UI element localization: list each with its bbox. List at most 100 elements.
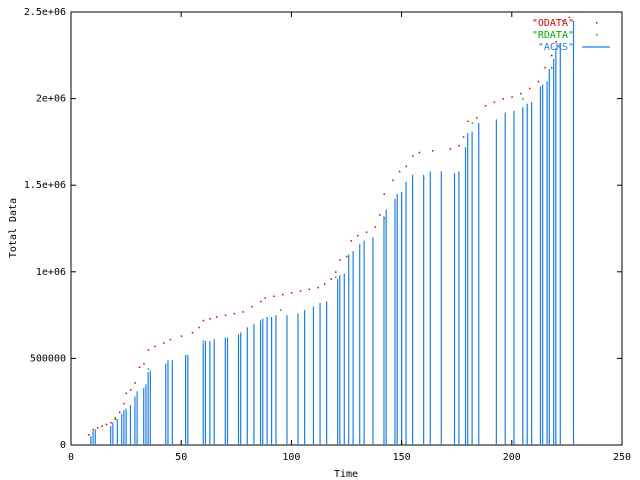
data-point: [449, 148, 452, 150]
data-point: [398, 170, 401, 173]
x-tick-label: 150: [393, 452, 411, 463]
data-point: [458, 144, 460, 147]
data-point: [114, 418, 117, 421]
data-point: [575, 11, 577, 13]
data-point: [323, 283, 326, 285]
x-tick-label: 100: [282, 452, 300, 463]
axis-ticks: 0 50 100 150 200 250 0 500000 1e+06 1.5e+06 2e+06 2…: [24, 7, 631, 463]
data-point: [392, 179, 394, 182]
data-point: [260, 300, 262, 303]
data-point: [147, 368, 150, 370]
data-point: [88, 434, 90, 436]
data-point: [383, 193, 385, 195]
legend-swatch: [596, 22, 598, 24]
data-point: [339, 259, 341, 261]
y-tick-label: 2e+06: [36, 94, 66, 105]
legend-label: "ACKS": [538, 42, 574, 53]
data-point: [163, 342, 165, 344]
legend-swatch: [596, 34, 598, 36]
series-2: [90, 20, 575, 445]
data-point: [365, 231, 368, 233]
data-point: [202, 319, 205, 322]
data-point: [105, 423, 108, 426]
data-point: [209, 318, 211, 320]
data-point: [374, 226, 377, 228]
data-point: [462, 136, 465, 138]
data-point: [123, 402, 125, 405]
y-tick-label: 2.5e+06: [24, 7, 66, 18]
data-point: [251, 305, 253, 308]
data-point: [282, 293, 284, 296]
data-point: [198, 326, 200, 329]
data-point: [118, 411, 121, 414]
data-point: [147, 349, 150, 351]
data-point: [431, 150, 434, 152]
data-point: [550, 54, 553, 57]
y-tick-label: 1.5e+06: [24, 180, 66, 191]
data-point: [346, 255, 348, 258]
data-point: [493, 101, 496, 104]
data-point: [418, 151, 421, 154]
data-point: [476, 117, 478, 119]
data-point: [130, 389, 132, 391]
data-point: [125, 392, 128, 395]
data-point: [224, 314, 227, 317]
data-point: [290, 292, 293, 294]
data-point: [537, 80, 540, 83]
data-point: [154, 345, 156, 348]
data-point: [334, 276, 337, 278]
data-point: [379, 214, 381, 216]
data-point: [502, 98, 504, 100]
data-point: [215, 316, 218, 318]
y-tick-label: 0: [60, 440, 66, 451]
data-point: [264, 297, 266, 299]
data-point: [114, 416, 117, 419]
data-point: [308, 288, 311, 291]
data-point: [101, 425, 103, 427]
x-tick-label: 50: [175, 452, 187, 463]
data-point: [357, 234, 359, 237]
data-point: [405, 165, 408, 168]
data-point: [92, 428, 95, 431]
x-tick-label: 250: [613, 452, 631, 463]
data-point: [511, 96, 513, 98]
data-point: [191, 331, 194, 334]
data-point: [528, 87, 531, 90]
data-point: [561, 20, 564, 22]
data-point: [110, 421, 112, 424]
data-point: [550, 66, 553, 69]
data-point: [134, 382, 136, 384]
data-point: [169, 338, 172, 341]
x-tick-label: 200: [503, 452, 521, 463]
data-point: [138, 366, 141, 369]
data-point: [233, 312, 236, 315]
data-point: [471, 122, 474, 124]
data-point: [273, 295, 275, 298]
data-point: [279, 309, 282, 311]
data-point: [467, 120, 469, 123]
data-point: [522, 98, 524, 100]
y-tick-label: 500000: [30, 353, 66, 364]
legend-label: "RDATA": [532, 30, 574, 41]
data-point: [568, 16, 571, 19]
data-point: [317, 286, 319, 289]
data-point: [555, 40, 557, 43]
data-point: [180, 335, 183, 337]
data-point: [330, 278, 333, 280]
series-0: [88, 11, 577, 436]
x-axis-label: Time: [334, 469, 358, 480]
data-point: [412, 155, 414, 157]
y-tick-label: 1e+06: [36, 267, 66, 278]
data-point: [96, 427, 99, 429]
x-tick-label: 0: [68, 452, 74, 463]
chart-marks: [88, 11, 577, 445]
data-point: [334, 271, 337, 273]
data-point: [520, 92, 522, 95]
data-point: [143, 363, 145, 365]
data-point: [484, 105, 487, 107]
data-point: [350, 240, 352, 242]
data-point: [202, 340, 205, 343]
data-point: [544, 66, 546, 69]
plot-frame: [70, 11, 623, 446]
